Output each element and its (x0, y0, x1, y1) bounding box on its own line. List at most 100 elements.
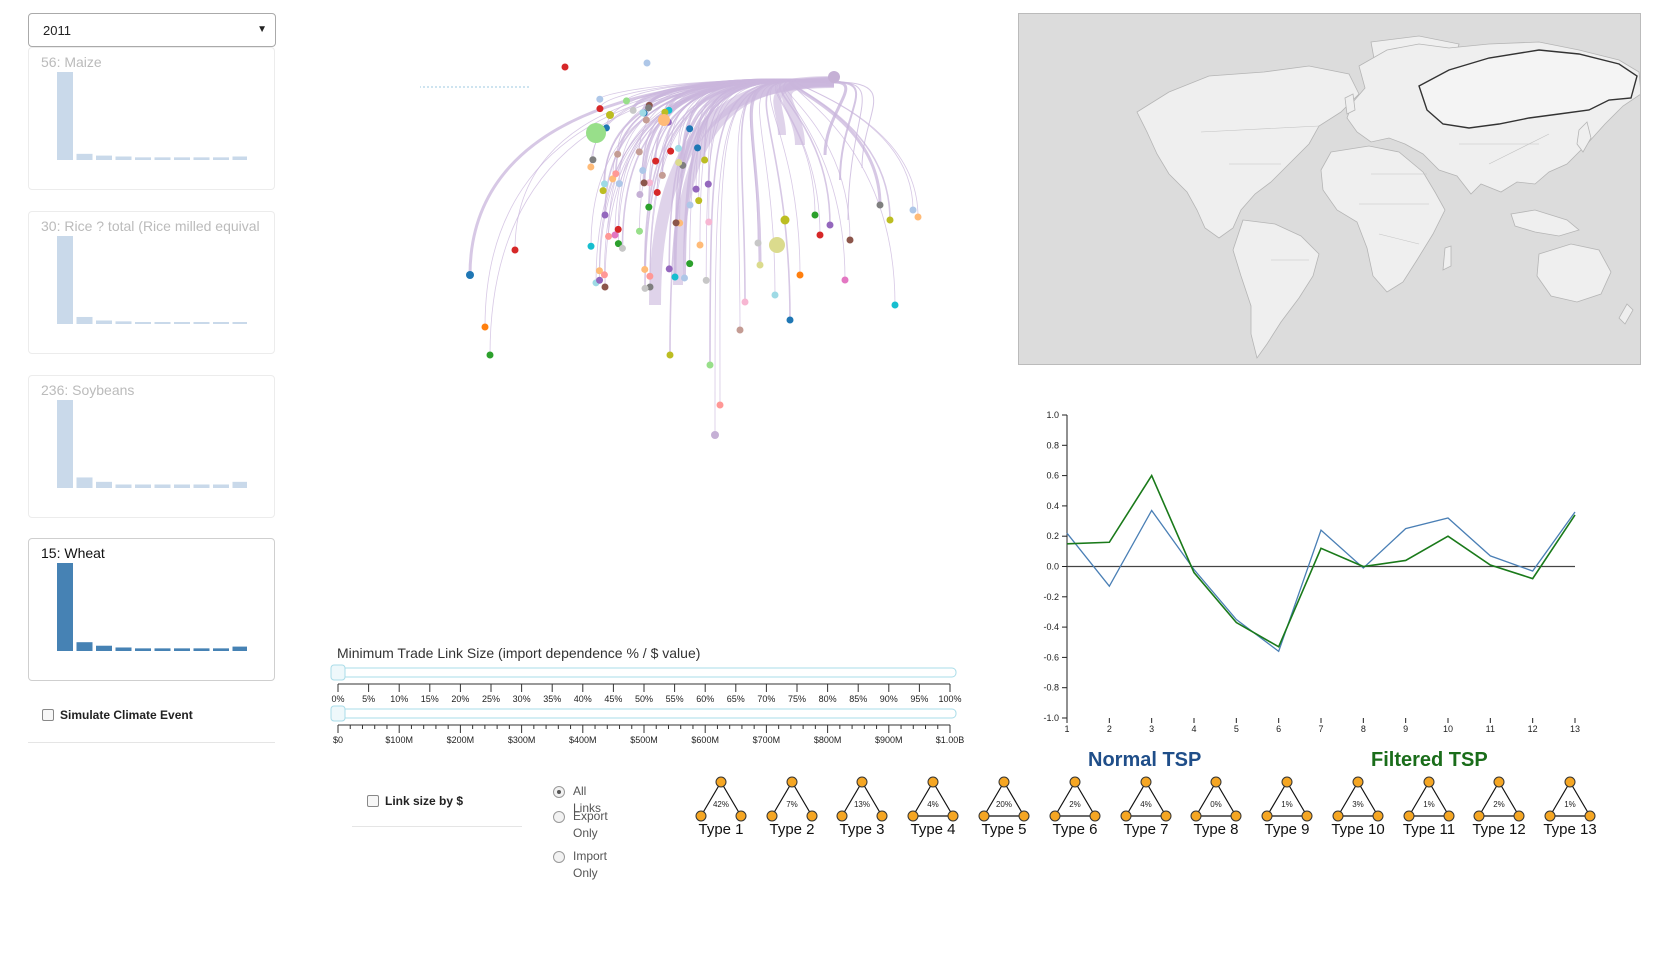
country-node[interactable] (611, 231, 619, 239)
country-node[interactable] (612, 170, 620, 178)
country-node[interactable] (665, 265, 673, 273)
country-node[interactable] (692, 185, 700, 193)
crop-card[interactable]: 236: Soybeans (28, 375, 275, 518)
country-node[interactable] (658, 171, 666, 179)
country-node[interactable] (596, 276, 604, 284)
country-node[interactable] (629, 106, 637, 114)
country-node[interactable] (826, 221, 834, 229)
country-node[interactable] (645, 203, 653, 211)
country-node[interactable] (702, 276, 710, 284)
country-node[interactable] (686, 125, 694, 133)
country-node[interactable] (658, 114, 670, 126)
country-node[interactable] (486, 351, 494, 359)
link-filter-option[interactable]: Import Only (553, 848, 615, 882)
country-node[interactable] (639, 109, 647, 117)
country-node[interactable] (587, 163, 595, 171)
country-node[interactable] (599, 187, 607, 195)
country-node[interactable] (741, 298, 749, 306)
link-size-checkbox[interactable] (367, 795, 379, 807)
country-node[interactable] (704, 180, 712, 188)
country-node[interactable] (614, 240, 622, 248)
country-node[interactable] (828, 71, 840, 83)
country-node[interactable] (587, 242, 595, 250)
country-node[interactable] (686, 260, 694, 268)
country-node[interactable] (600, 180, 608, 188)
country-node[interactable] (652, 157, 660, 165)
country-node[interactable] (769, 237, 785, 253)
country-node[interactable] (642, 116, 650, 124)
country-node[interactable] (675, 159, 683, 167)
country-node[interactable] (886, 216, 894, 224)
country-node[interactable] (561, 63, 569, 71)
year-select[interactable]: 2011 ▼ (28, 13, 276, 47)
country-node[interactable] (706, 361, 714, 369)
country-node[interactable] (796, 271, 804, 279)
country-node[interactable] (671, 273, 679, 281)
country-node[interactable] (618, 244, 626, 252)
link-filter-option[interactable]: All Links (553, 783, 615, 817)
country-node[interactable] (672, 219, 680, 227)
radio-button[interactable] (553, 851, 565, 863)
world-map[interactable] (1018, 13, 1641, 365)
country-node[interactable] (614, 225, 622, 233)
country-node[interactable] (646, 272, 654, 280)
country-node[interactable] (914, 213, 922, 221)
country-node[interactable] (694, 144, 702, 152)
country-node[interactable] (695, 197, 703, 205)
country-node[interactable] (601, 283, 609, 291)
country-node[interactable] (661, 108, 669, 116)
country-node[interactable] (841, 276, 849, 284)
country-node[interactable] (711, 431, 719, 439)
country-node[interactable] (641, 265, 649, 273)
country-node[interactable] (716, 401, 724, 409)
country-node[interactable] (666, 351, 674, 359)
country-node[interactable] (595, 267, 603, 275)
pct-slider-track[interactable] (331, 667, 957, 678)
country-node[interactable] (780, 215, 790, 225)
country-node[interactable] (586, 123, 606, 143)
country-node[interactable] (614, 150, 622, 158)
country-node[interactable] (615, 180, 623, 188)
crop-card[interactable]: 56: Maize (28, 47, 275, 190)
country-node[interactable] (466, 271, 474, 279)
country-node[interactable] (686, 201, 694, 209)
country-node[interactable] (653, 188, 661, 196)
trade-network-graph[interactable] (420, 55, 940, 465)
country-node[interactable] (696, 241, 704, 249)
climate-event-checkbox[interactable] (42, 709, 54, 721)
country-node[interactable] (641, 284, 649, 292)
country-node[interactable] (891, 301, 899, 309)
country-node[interactable] (622, 97, 630, 105)
country-node[interactable] (645, 104, 653, 112)
country-node[interactable] (481, 323, 489, 331)
country-node[interactable] (816, 231, 824, 239)
country-node[interactable] (639, 166, 647, 174)
country-node[interactable] (596, 95, 604, 103)
crop-card[interactable]: 15: Wheat (28, 538, 275, 681)
country-node[interactable] (606, 111, 614, 119)
country-node[interactable] (811, 211, 819, 219)
country-node[interactable] (640, 179, 648, 187)
country-node[interactable] (600, 271, 608, 279)
country-node[interactable] (635, 148, 643, 156)
country-node[interactable] (701, 156, 709, 164)
radio-button[interactable] (553, 811, 565, 823)
country-node[interactable] (609, 175, 617, 183)
link-filter-option[interactable]: Export Only (553, 808, 615, 842)
country-node[interactable] (756, 261, 764, 269)
crop-card[interactable]: 30: Rice ? total (Rice milled equival (28, 211, 275, 354)
climate-event-toggle[interactable]: Simulate Climate Event (42, 706, 193, 724)
country-node[interactable] (645, 179, 653, 187)
country-node[interactable] (705, 218, 713, 226)
country-node[interactable] (680, 274, 688, 282)
country-node[interactable] (589, 156, 597, 164)
country-node[interactable] (667, 147, 675, 155)
country-node[interactable] (605, 232, 613, 240)
country-node[interactable] (786, 316, 794, 324)
country-node[interactable] (771, 291, 779, 299)
country-node[interactable] (736, 326, 744, 334)
country-node[interactable] (674, 144, 682, 152)
country-node[interactable] (846, 236, 854, 244)
trade-link-sliders[interactable]: 0% 5% 10% 15% 20% 25% 30% 35% 40% 45% 50% 55% 60% 65%… (330, 664, 980, 748)
link-size-toggle[interactable]: Link size by $ (367, 792, 463, 810)
